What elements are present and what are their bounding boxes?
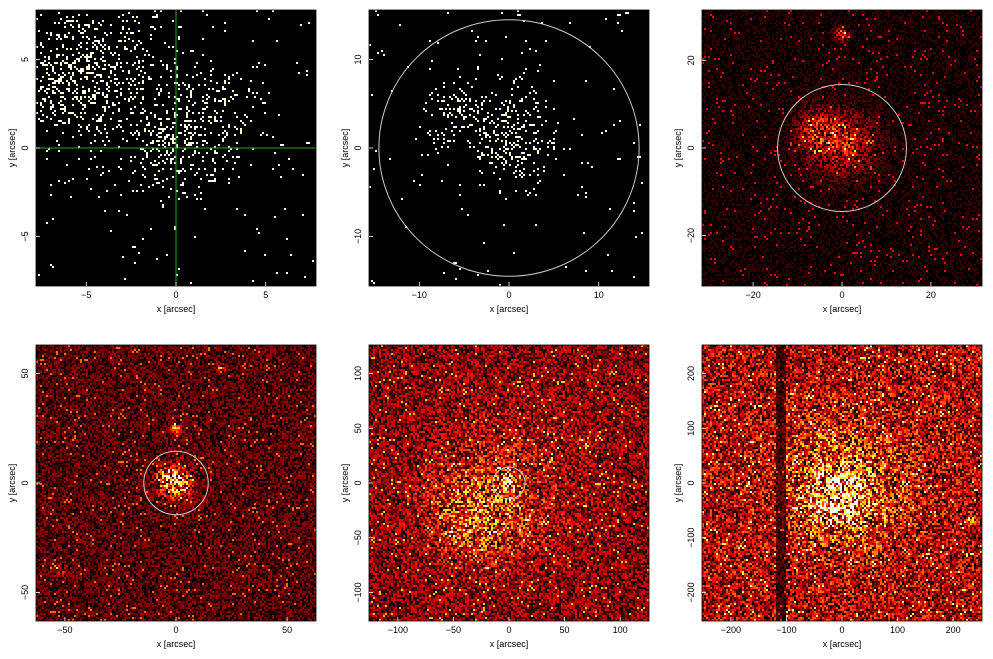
x-tick-label: −50 — [446, 625, 461, 635]
xray-image — [702, 10, 982, 286]
y-tick-label: 0 — [20, 480, 30, 485]
y-tick-label: 0 — [686, 480, 696, 485]
aperture-circle — [492, 466, 526, 500]
y-tick-label: 0 — [20, 145, 30, 150]
x-tick-label: −20 — [745, 290, 760, 300]
panel-1: −5 0 5 −5 0 5 x [arcsec] y [arcsec] — [7, 9, 317, 314]
x-tick-label: 5 — [263, 290, 268, 300]
panel-2: −10 0 10 −10 0 10 x [arcsec] y [arcsec] — [340, 9, 650, 314]
y-tick-label: 5 — [20, 57, 30, 62]
y-tick-label: −50 — [20, 585, 30, 600]
x-axis-label: x [arcsec] — [157, 304, 196, 314]
x-axis-label: x [arcsec] — [490, 304, 529, 314]
y-axis-label: y [arcsec] — [340, 129, 350, 168]
x-tick-label: 0 — [173, 290, 178, 300]
x-tick-label: −5 — [81, 290, 91, 300]
panel-3: −20 0 20 −20 0 20 x [arcsec] y [arcsec] — [673, 9, 983, 314]
y-tick-label: 20 — [686, 55, 696, 65]
x-tick-label: −10 — [412, 290, 427, 300]
y-tick-label: −100 — [353, 582, 363, 602]
x-tick-label: 200 — [946, 625, 961, 635]
xray-image — [36, 345, 316, 621]
aperture-circle — [143, 450, 209, 516]
y-tick-label: −10 — [353, 229, 363, 244]
x-axis-label: x [arcsec] — [823, 639, 862, 649]
x-tick-label: −100 — [776, 625, 796, 635]
y-tick-label: 50 — [20, 368, 30, 378]
x-axis-label: x [arcsec] — [823, 304, 862, 314]
x-tick-label: 0 — [839, 625, 844, 635]
x-tick-label: −50 — [57, 625, 72, 635]
x-tick-label: 100 — [890, 625, 905, 635]
y-tick-label: 0 — [686, 145, 696, 150]
xray-image — [702, 345, 982, 621]
panel-4: −50 0 50 −50 0 50 x [arcsec] y [arcsec] — [7, 344, 317, 649]
y-tick-label: −20 — [686, 228, 696, 243]
y-tick-label: 0 — [353, 480, 363, 485]
y-axis-label: y [arcsec] — [7, 464, 17, 503]
y-tick-label: −200 — [686, 582, 696, 602]
y-tick-label: −100 — [686, 528, 696, 548]
x-tick-label: 0 — [506, 625, 511, 635]
y-axis-label: y [arcsec] — [673, 464, 683, 503]
x-tick-label: −200 — [721, 625, 741, 635]
y-tick-label: 50 — [353, 423, 363, 433]
x-tick-label: 50 — [282, 625, 292, 635]
panel-5: −100 −50 0 50 100 −100 −50 0 50 100 x [arcsec] y [a… — [340, 344, 650, 649]
panel-6: −200 −100 0 100 200 −200 −100 0 100 200 x [arcsec]… — [673, 344, 983, 649]
x-tick-label: 50 — [560, 625, 570, 635]
aperture-circle — [777, 83, 907, 213]
x-tick-label: 0 — [839, 290, 844, 300]
y-tick-label: 10 — [353, 55, 363, 65]
x-tick-label: 10 — [594, 290, 604, 300]
x-tick-label: 0 — [173, 625, 178, 635]
y-tick-label: 200 — [686, 366, 696, 381]
x-tick-label: 20 — [926, 290, 936, 300]
y-tick-label: 100 — [686, 421, 696, 436]
xray-image — [369, 345, 649, 621]
y-tick-label: 0 — [353, 145, 363, 150]
x-tick-label: 100 — [613, 625, 628, 635]
y-tick-label: 100 — [353, 366, 363, 381]
y-tick-label: −50 — [353, 530, 363, 545]
aperture-circle — [378, 19, 640, 277]
x-axis-label: x [arcsec] — [157, 639, 196, 649]
x-axis-label: x [arcsec] — [490, 639, 529, 649]
y-tick-label: −5 — [20, 231, 30, 241]
xray-image — [369, 10, 649, 286]
x-tick-label: −100 — [388, 625, 408, 635]
y-axis-label: y [arcsec] — [7, 129, 17, 168]
y-axis-label: y [arcsec] — [340, 464, 350, 503]
y-axis-label: y [arcsec] — [673, 129, 683, 168]
x-tick-label: 0 — [506, 290, 511, 300]
